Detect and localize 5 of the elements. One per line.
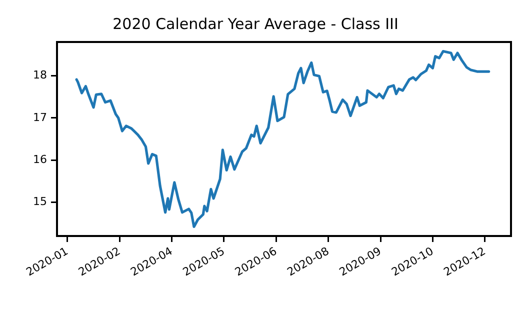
y-tick-label: 16 xyxy=(33,152,47,166)
chart-title: 2020 Calendar Year Average - Class III xyxy=(112,14,398,33)
y-tick-label: 15 xyxy=(33,195,47,208)
y-tick-label: 18 xyxy=(33,68,47,82)
y-tick-label: 17 xyxy=(33,110,47,124)
